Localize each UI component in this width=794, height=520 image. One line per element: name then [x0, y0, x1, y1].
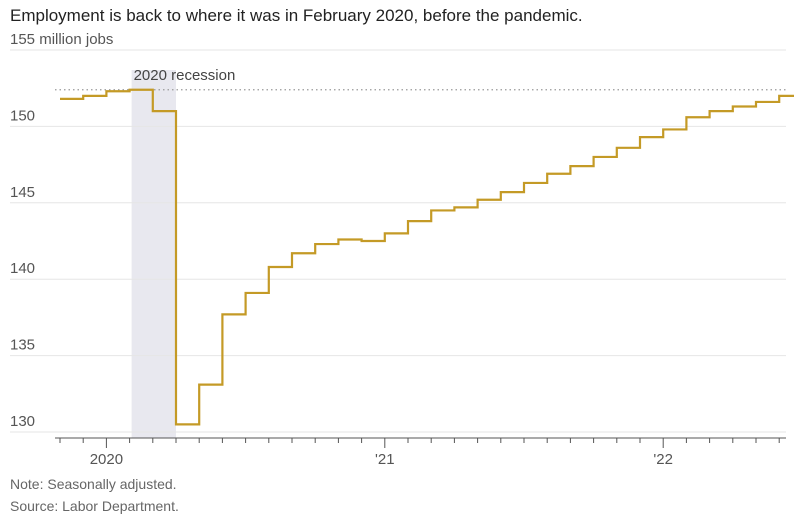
grid-lines	[10, 49, 786, 433]
y-tick-label: 130	[10, 413, 35, 430]
chart-source: Source: Labor Department.	[10, 498, 179, 514]
x-tick-label: '21	[375, 451, 395, 468]
chart-headline: Employment is back to where it was in Fe…	[10, 6, 583, 25]
x-tick-label: '22	[653, 451, 673, 468]
y-axis-unit-label: 155 million jobs	[10, 31, 113, 48]
x-tick-label: 2020	[90, 451, 123, 468]
y-tick-label: 140	[10, 260, 35, 277]
y-tick-label: 150	[10, 107, 35, 124]
employment-chart: 2020 recession 155 million jobs 130 135 14…	[10, 31, 794, 468]
recession-shade	[131, 70, 176, 438]
x-axis-ticks	[59, 438, 780, 448]
recession-label: 2020 recession	[134, 67, 236, 84]
y-tick-labels: 130 135 140 145 150	[10, 107, 35, 430]
y-tick-label: 145	[10, 184, 35, 201]
chart-note: Note: Seasonally adjusted.	[10, 476, 177, 492]
x-tick-labels: 2020 '21 '22	[90, 451, 673, 468]
employment-series-line	[60, 88, 794, 426]
y-tick-label: 135	[10, 337, 35, 354]
